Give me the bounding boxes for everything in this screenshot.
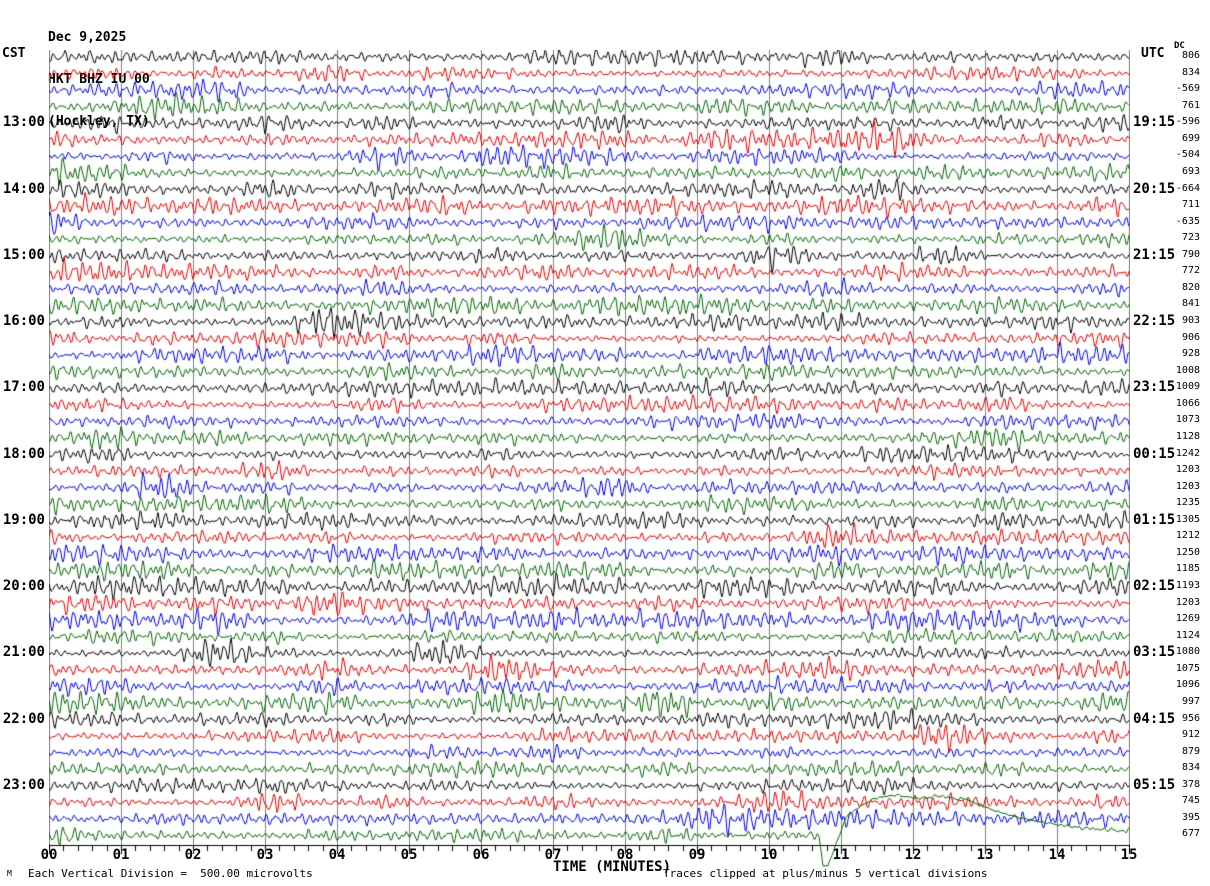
dc-value: 693 [1181, 165, 1200, 177]
dc-value: 903 [1181, 315, 1200, 326]
dc-value: 677 [1181, 828, 1200, 840]
dc-value: 761 [1181, 99, 1200, 111]
utc-hour-label: 03:15 [1133, 644, 1176, 661]
dc-value: 1096 [1175, 679, 1200, 691]
utc-hour-label: 22:15 [1133, 313, 1176, 329]
dc-value: -664 [1175, 182, 1200, 194]
cst-hour-label: 23:00 [2, 776, 45, 793]
dc-value: 1080 [1175, 646, 1200, 658]
dc-value: 928 [1181, 348, 1200, 360]
dc-value: 1073 [1175, 414, 1200, 426]
seismogram-canvas [49, 50, 1130, 870]
utc-hour-label: 02:15 [1133, 578, 1176, 594]
dc-value: 1193 [1175, 580, 1200, 591]
dc-value: 1212 [1175, 530, 1200, 542]
cst-hour-label: 21:00 [2, 644, 45, 661]
dc-value: -504 [1175, 149, 1200, 161]
dc-value: 772 [1181, 265, 1200, 277]
utc-hour-label: 05:15 [1133, 776, 1176, 793]
dc-value: 906 [1181, 331, 1200, 343]
utc-hour-label: 00:15 [1133, 445, 1176, 462]
dc-value: 834 [1181, 762, 1200, 774]
cst-hour-label: 18:00 [2, 445, 45, 462]
utc-hour-label: 01:15 [1133, 511, 1176, 528]
dc-value: 745 [1181, 795, 1200, 807]
utc-hour-label: 20:15 [1133, 180, 1176, 197]
cst-hour-label: 19:00 [2, 511, 45, 528]
cst-hour-label: 20:00 [2, 578, 45, 594]
utc-hour-label: 21:15 [1133, 246, 1176, 263]
dc-value: 1250 [1175, 546, 1200, 558]
dc-value: 1128 [1175, 430, 1200, 442]
cst-hour-label: 14:00 [2, 180, 45, 197]
dc-value: 956 [1181, 712, 1200, 724]
dc-value: 699 [1181, 132, 1200, 144]
cst-hour-label: 16:00 [2, 313, 45, 329]
cst-hour-label: 15:00 [2, 246, 45, 263]
utc-hour-label: 19:15 [1133, 114, 1176, 131]
dc-value: -569 [1175, 83, 1200, 95]
dc-value: 378 [1181, 778, 1200, 790]
dc-value: 1009 [1175, 381, 1200, 393]
dc-value: 841 [1181, 298, 1200, 310]
right-axis-label: UTC [1141, 46, 1165, 61]
dc-value: 1269 [1175, 613, 1200, 625]
dc-value: 1242 [1175, 447, 1200, 459]
dc-value: 1124 [1175, 629, 1200, 641]
dc-value: 1066 [1175, 397, 1200, 409]
dc-value: 912 [1181, 729, 1200, 741]
cst-hour-label: 13:00 [2, 114, 45, 131]
dc-value: 711 [1181, 199, 1200, 211]
dc-value: -635 [1175, 215, 1200, 227]
dc-value: 1203 [1175, 464, 1200, 476]
dc-value: 1185 [1175, 563, 1200, 575]
dc-column-header: DC [1174, 41, 1185, 51]
dc-value: 997 [1181, 695, 1200, 707]
dc-value: 723 [1181, 232, 1200, 244]
corner-artifact: M [7, 869, 12, 878]
left-axis-label: CST [2, 46, 26, 61]
utc-hour-label: 23:15 [1133, 379, 1176, 396]
dc-value: 834 [1181, 66, 1200, 78]
dc-value: 1235 [1175, 497, 1200, 509]
dc-value: 806 [1181, 50, 1200, 61]
dc-value: 820 [1181, 281, 1200, 293]
vertical-division-note: Each Vertical Division = 500.00 microvol… [28, 867, 313, 880]
cst-hour-label: 22:00 [2, 710, 45, 727]
header-date: Dec 9,2025 [48, 30, 127, 45]
dc-value: 1203 [1175, 596, 1200, 608]
dc-value: 1203 [1175, 480, 1200, 492]
cst-hour-label: 17:00 [2, 379, 45, 396]
dc-value: 879 [1181, 745, 1200, 757]
dc-value: 1008 [1175, 364, 1200, 376]
dc-value: 1305 [1175, 513, 1200, 525]
dc-value: 395 [1181, 811, 1200, 823]
utc-hour-label: 04:15 [1133, 710, 1176, 727]
clipping-note: Traces clipped at plus/minus 5 vertical … [663, 867, 988, 880]
dc-value: -596 [1175, 116, 1200, 128]
dc-value: 790 [1181, 248, 1200, 260]
dc-value: 1075 [1175, 662, 1200, 674]
